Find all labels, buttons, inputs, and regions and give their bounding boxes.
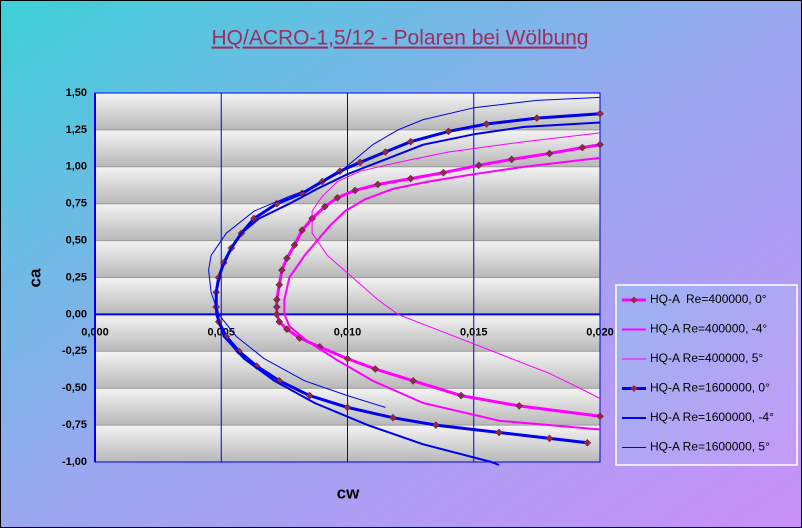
y-tick-label: 1,00 [66,161,87,173]
x-axis-label: cw [337,483,360,502]
data-marker [343,354,352,363]
data-marker [406,174,415,183]
y-tick-label: -0,50 [62,382,87,394]
series-line [275,143,601,418]
x-tick-label: 0,015 [460,326,488,338]
data-marker [356,158,364,167]
legend-marker [630,385,638,392]
legend-label: HQ-A Re=400000, 5° [650,351,763,365]
data-marker [275,281,284,289]
data-marker [298,226,306,235]
data-marker [578,143,587,152]
x-tick-label: 0,010 [334,326,362,338]
y-tick-label: 1,50 [66,87,87,99]
data-marker [533,114,541,122]
data-marker [272,310,281,319]
data-marker [596,140,604,149]
data-marker [596,412,604,421]
data-marker [482,120,491,128]
legend-label: HQ-A Re=400000, -4° [650,322,767,336]
y-tick-label: 0,25 [66,271,87,283]
data-marker [290,241,299,249]
series-line [208,96,601,408]
legend-marker [630,296,638,304]
data-marker [474,161,483,170]
series-line [283,156,601,431]
data-marker [371,365,380,373]
data-marker [275,317,284,326]
y-axis-label: ca [25,268,44,287]
data-marker [545,149,554,158]
data-marker [432,421,440,429]
y-tick-label: -1,00 [62,456,87,468]
data-marker [439,168,448,177]
data-marker [596,109,604,118]
data-marker [277,266,286,274]
series-line [215,121,601,466]
y-tick-label: 0,75 [66,198,87,210]
data-marker [272,303,281,311]
legend-label: HQ-A Re=400000, 0° [650,292,767,306]
data-marker [389,413,397,422]
data-marker [373,180,382,189]
data-marker [283,254,291,263]
legend-label: HQ-A Re=1600000, -4° [650,410,774,424]
data-marker [381,148,390,156]
data-marker [583,438,592,447]
y-tick-label: -0,25 [62,345,87,357]
y-tick-label: -0,75 [62,419,87,431]
data-marker [409,376,418,385]
data-marker [457,391,465,400]
y-tick-label: 1,25 [66,124,87,136]
legend [615,284,798,466]
series-line [311,132,601,399]
data-marker [495,428,503,437]
data-marker [406,137,415,146]
y-tick-label: 0,50 [66,235,87,247]
data-marker [545,434,554,443]
data-marker [320,202,329,211]
chart-title: HQ/ACRO-1,5/12 - Polaren bei Wölbung [211,27,588,50]
legend-label: HQ-A Re=1600000, 0° [650,381,770,395]
data-marker [343,403,352,412]
data-marker [283,325,291,334]
plot-border [94,92,601,463]
data-marker [507,155,516,164]
data-marker [444,127,453,136]
y-tick-label: 0,00 [66,308,87,320]
data-marker [351,186,359,195]
data-marker [333,193,342,202]
data-marker [515,402,524,410]
data-marker [272,295,281,304]
legend-label: HQ-A Re=1600000, 5° [650,440,770,454]
